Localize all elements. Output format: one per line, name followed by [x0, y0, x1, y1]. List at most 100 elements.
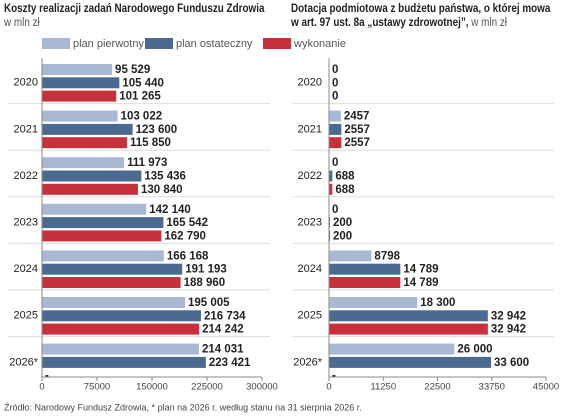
value-label: 115 850 — [130, 137, 171, 149]
bar — [329, 356, 492, 368]
value-label: 0 — [332, 157, 338, 169]
value-label: 26 000 — [457, 344, 492, 356]
category-label: 2025 — [14, 310, 38, 322]
category-label: 2022 — [14, 170, 38, 182]
value-label: 130 840 — [141, 184, 183, 196]
category-label: 2024 — [298, 263, 322, 275]
bar — [42, 217, 164, 229]
chart-title: Dotacja podmiotowa z budżetu państwa, o … — [291, 3, 551, 29]
value-label: 166 168 — [167, 250, 209, 262]
value-label: 214 031 — [202, 344, 244, 356]
chart-subtitle: w mln zł — [471, 17, 507, 29]
value-label: 165 542 — [166, 217, 208, 229]
category-label: 2021 — [14, 123, 38, 135]
value-label: 101 265 — [119, 91, 161, 103]
value-label: 142 140 — [149, 204, 191, 216]
value-label: 14 789 — [403, 277, 438, 289]
category-label: 2026* — [293, 356, 322, 368]
value-label: 200 — [333, 230, 352, 242]
value-label: 123 600 — [136, 124, 178, 136]
bar — [329, 323, 488, 335]
value-label: - — [45, 370, 49, 382]
chart-title: Koszty realizacji zadań Narodowego Fundu… — [4, 3, 265, 15]
category-label: 2025 — [298, 310, 322, 322]
bar — [42, 356, 206, 368]
bar — [42, 277, 181, 288]
bar — [42, 310, 201, 322]
bar — [329, 183, 333, 195]
category-label: 2024 — [14, 263, 38, 275]
value-label: 688 — [335, 184, 355, 196]
bar — [42, 263, 183, 275]
bar — [42, 110, 118, 122]
value-label: 223 421 — [209, 357, 251, 369]
legend-swatch — [42, 38, 70, 49]
x-tick-label: 225000 — [191, 382, 223, 393]
value-label: 214 242 — [202, 324, 244, 336]
value-label: 111 973 — [127, 157, 167, 169]
value-label: 2557 — [344, 137, 370, 149]
bar — [329, 343, 455, 355]
bar — [329, 170, 333, 182]
value-label: 195 005 — [188, 297, 230, 309]
value-label: 14 789 — [403, 264, 438, 276]
legend-label: plan pierwotny — [73, 38, 144, 50]
value-label: 688 — [335, 171, 355, 183]
value-label: 0 — [332, 91, 338, 103]
legend-label: plan ostateczny — [176, 38, 253, 50]
value-label: 18 300 — [420, 297, 455, 309]
x-tick-label: 300000 — [246, 382, 278, 393]
value-label: 0 — [332, 204, 338, 216]
bar — [42, 183, 138, 195]
bar — [42, 123, 133, 135]
legend-swatch — [145, 38, 173, 49]
value-label: 32 942 — [491, 310, 526, 322]
value-label: 2557 — [344, 124, 370, 136]
legend-swatch — [263, 38, 291, 49]
value-label: 95 529 — [115, 64, 150, 76]
value-label: - — [332, 370, 336, 382]
bar — [42, 297, 186, 308]
value-label: 0 — [332, 77, 338, 89]
value-label: 32 942 — [491, 324, 526, 336]
bar — [42, 157, 125, 169]
category-label: 2020 — [14, 77, 38, 89]
x-tick-label: 22500 — [424, 382, 450, 393]
x-tick-label: 75000 — [84, 382, 110, 393]
value-label: 216 734 — [204, 310, 246, 322]
value-label: 188 960 — [184, 277, 226, 289]
category-label: 2023 — [14, 217, 38, 229]
bar — [42, 203, 147, 215]
value-label: 162 790 — [164, 230, 206, 242]
bar — [329, 110, 341, 122]
bar — [329, 277, 401, 288]
category-label: 2023 — [298, 217, 322, 229]
bar — [42, 250, 164, 262]
bar — [42, 77, 120, 89]
x-tick-label: 33750 — [479, 382, 505, 393]
left-header: Koszty realizacji zadań Narodowego Fundu… — [4, 2, 288, 30]
value-label: 135 436 — [144, 171, 186, 183]
category-label: 2026* — [9, 356, 38, 368]
x-tick-label: 0 — [326, 382, 331, 393]
x-tick-label: 150000 — [136, 382, 168, 393]
bar — [42, 343, 199, 355]
bar — [42, 64, 113, 75]
bar — [329, 263, 401, 275]
legend-label: wykonanie — [293, 38, 346, 50]
bar — [42, 323, 200, 335]
bar — [329, 137, 342, 149]
x-tick-label: 0 — [39, 382, 44, 393]
value-label: 2457 — [344, 111, 370, 123]
x-tick-label: 11250 — [370, 382, 396, 393]
value-label: 33 600 — [494, 357, 529, 369]
value-label: 191 193 — [185, 264, 227, 276]
x-tick-label: 45000 — [533, 382, 559, 393]
bar — [42, 170, 142, 182]
value-label: 8798 — [374, 250, 400, 262]
category-label: 2021 — [298, 123, 322, 135]
value-label: 0 — [332, 64, 338, 76]
bar — [329, 123, 342, 135]
bar — [329, 250, 372, 262]
